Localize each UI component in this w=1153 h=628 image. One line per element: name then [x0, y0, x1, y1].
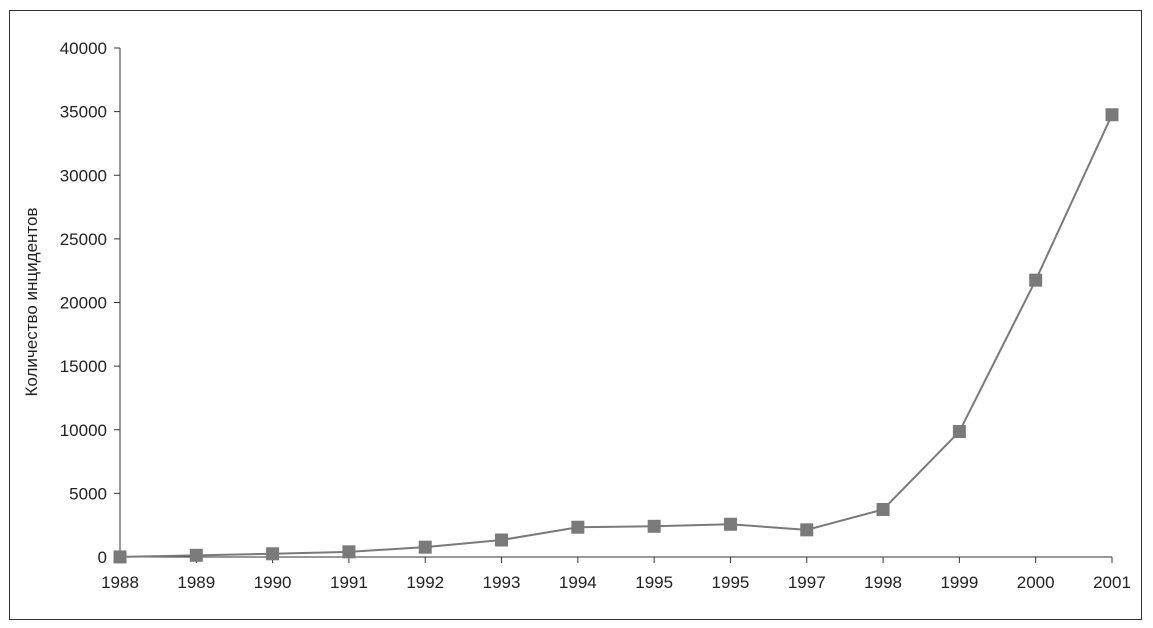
data-point-marker: [723, 517, 737, 531]
data-point-marker: [113, 550, 127, 564]
x-tick-label: 1999: [940, 573, 978, 592]
x-tick-label: 1990: [254, 573, 292, 592]
y-tick-label: 40000: [60, 39, 107, 58]
y-tick-label: 20000: [60, 294, 107, 313]
y-ticks: 0 5000 10000 15000 20000 25000 30000 35000 40000: [60, 39, 120, 567]
x-tick-label: 1998: [864, 573, 902, 592]
x-tick-label: 1993: [483, 573, 521, 592]
data-point-marker: [266, 547, 280, 561]
x-tick-label: 1995: [635, 573, 673, 592]
data-point-marker: [342, 545, 356, 559]
y-tick-label: 5000: [69, 484, 107, 503]
x-tick-label: 1995: [712, 573, 750, 592]
data-point-marker: [418, 540, 432, 554]
y-tick-label: 30000: [60, 166, 107, 185]
x-tick-label: 1997: [788, 573, 826, 592]
data-point-marker: [571, 520, 585, 534]
axes: [119, 48, 1112, 558]
x-tick-label: 1992: [406, 573, 444, 592]
y-tick-label: 0: [98, 548, 107, 567]
y-tick-label: 35000: [60, 103, 107, 122]
y-tick-label: 10000: [60, 421, 107, 440]
data-point-marker: [189, 548, 203, 562]
data-point-marker: [495, 533, 509, 547]
x-tick-label: 1988: [101, 573, 139, 592]
data-point-marker: [647, 519, 661, 533]
data-point-marker: [800, 523, 814, 537]
y-tick-label: 25000: [60, 230, 107, 249]
y-tick-label: 15000: [60, 357, 107, 376]
series-line: [119, 114, 1113, 558]
x-ticks: 1988 1989 1990 1991 1992 1993 1994 1995 1995 1997…: [101, 557, 1131, 592]
x-tick-label: 1989: [177, 573, 215, 592]
x-tick-label: 2000: [1017, 573, 1055, 592]
data-point-marker: [876, 502, 890, 516]
x-tick-label: 1991: [330, 573, 368, 592]
series-layer: [113, 108, 1119, 564]
y-axis-title: Количество инцидентов: [22, 208, 41, 397]
data-point-marker: [1105, 108, 1119, 122]
x-tick-label: 1994: [559, 573, 597, 592]
x-tick-label: 2001: [1093, 573, 1131, 592]
data-point-marker: [1029, 273, 1043, 287]
chart-frame: [9, 10, 1142, 620]
data-point-marker: [952, 425, 966, 439]
